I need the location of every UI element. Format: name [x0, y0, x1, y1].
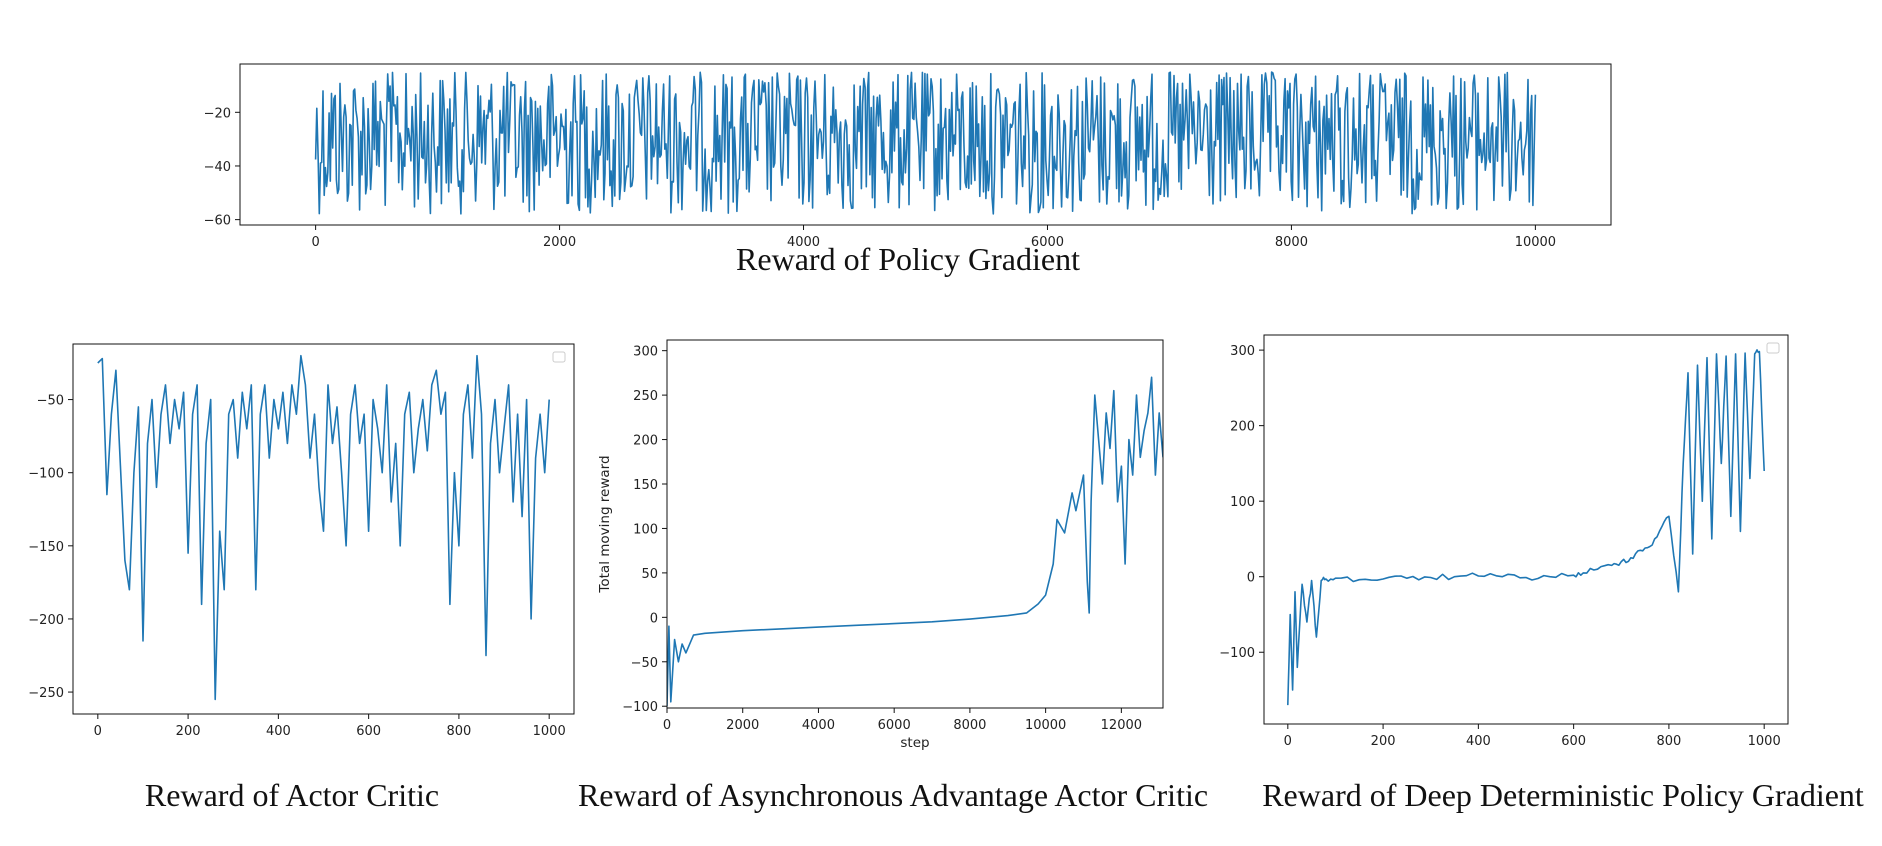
x-tick-label: 0 [663, 718, 671, 733]
y-tick-label: −50 [37, 394, 64, 409]
y-tick-label: 150 [633, 478, 658, 493]
x-tick-label: 12000 [1101, 718, 1142, 733]
x-tick-label: 0 [1284, 734, 1292, 749]
plot-frame [1263, 334, 1789, 725]
caption-policy-gradient: Reward of Policy Gradient [736, 241, 1080, 277]
x-tick-label: 800 [446, 724, 471, 739]
y-tick-label: −60 [204, 214, 231, 229]
y-tick-label: 0 [650, 611, 658, 626]
y-tick-label: −20 [204, 106, 231, 121]
y-tick-label: −150 [28, 540, 64, 555]
x-tick-label: 1000 [533, 724, 566, 739]
legend-box [1766, 342, 1780, 354]
x-tick-label: 1000 [1748, 734, 1781, 749]
x-tick-label: 200 [176, 724, 201, 739]
x-tick-label: 0 [94, 724, 102, 739]
x-tick-label: 200 [1371, 734, 1396, 749]
y-tick-label: −100 [28, 467, 64, 482]
y-tick-label: −100 [622, 700, 658, 715]
caption-ddpg: Reward of Deep Deterministic Policy Grad… [1262, 777, 1864, 813]
y-tick-label: 100 [1230, 495, 1255, 510]
x-axis-label: step [900, 735, 929, 751]
x-tick-label: 6000 [878, 718, 911, 733]
x-tick-label: 0 [311, 235, 319, 250]
x-tick-label: 6000 [1031, 235, 1064, 250]
x-tick-label: 600 [1561, 734, 1586, 749]
y-tick-label: −50 [631, 656, 658, 671]
y-axis-label: Total moving reward [597, 455, 613, 593]
y-tick-label: −200 [28, 613, 64, 628]
x-tick-label: 2000 [543, 235, 576, 250]
y-tick-label: −40 [204, 160, 231, 175]
x-tick-label: 800 [1656, 734, 1681, 749]
plot-frame [666, 339, 1164, 709]
series-line [314, 71, 1537, 215]
x-tick-label: 600 [356, 724, 381, 739]
x-tick-label: 2000 [726, 718, 759, 733]
y-tick-label: 50 [641, 567, 658, 582]
series-line [667, 376, 1163, 707]
x-tick-label: 4000 [802, 718, 835, 733]
x-tick-label: 8000 [953, 718, 986, 733]
y-tick-label: 200 [1230, 420, 1255, 435]
plot-frame [239, 63, 1612, 226]
y-tick-label: 250 [633, 389, 658, 404]
chart-actor-critic: 0 200 400 600 800 1000 −50 −100 −150 −200 −250 [28, 343, 575, 739]
x-tick-label: 8000 [1275, 235, 1308, 250]
plot-frame [72, 343, 575, 715]
chart-a3c: 0 2000 4000 6000 8000 10000 12000 300 250 200 150 1… [597, 339, 1164, 751]
x-tick-label: 10000 [1515, 235, 1556, 250]
y-tick-label: 300 [633, 345, 658, 360]
legend-box [552, 351, 566, 363]
y-tick-label: 300 [1230, 344, 1255, 359]
x-tick-label: 4000 [787, 235, 820, 250]
y-tick-label: 100 [633, 522, 658, 537]
y-tick-label: 200 [633, 434, 658, 449]
series-line [1287, 349, 1765, 706]
chart-policy-gradient: 0 2000 4000 6000 8000 10000 −20 −40 −60 [204, 63, 1612, 250]
x-tick-label: 10000 [1025, 718, 1066, 733]
y-tick-label: −100 [1219, 646, 1255, 661]
x-tick-label: 400 [266, 724, 291, 739]
series-line [97, 354, 550, 701]
caption-actor-critic: Reward of Actor Critic [145, 777, 439, 813]
y-tick-label: −250 [28, 686, 64, 701]
x-tick-label: 400 [1466, 734, 1491, 749]
y-tick-label: 0 [1247, 571, 1255, 586]
caption-a3c: Reward of Asynchronous Advantage Actor C… [578, 777, 1208, 813]
